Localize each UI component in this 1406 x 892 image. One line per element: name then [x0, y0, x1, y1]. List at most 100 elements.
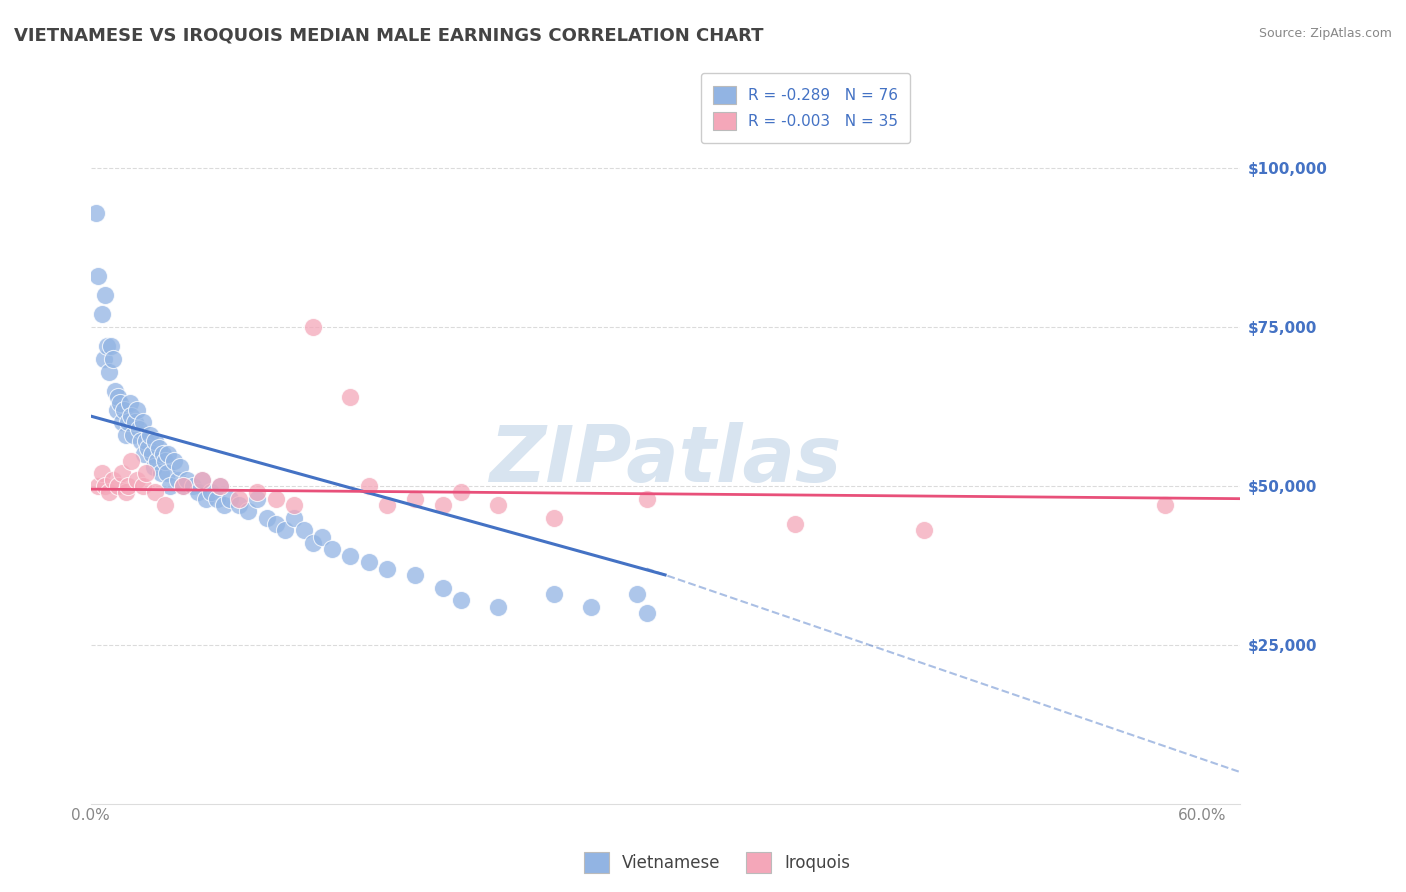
Point: [169, 459, 191, 474]
Point: [134, 447, 156, 461]
Point: [90, 307, 112, 321]
Point: [111, 416, 134, 430]
Point: [200, 485, 222, 500]
Point: [205, 491, 228, 506]
Point: [117, 416, 139, 430]
Point: [176, 473, 198, 487]
Point: [107, 390, 129, 404]
Point: [110, 396, 132, 410]
Point: [84, 206, 107, 220]
Point: [131, 479, 153, 493]
Point: [246, 485, 269, 500]
Point: [155, 467, 177, 481]
Point: [191, 473, 214, 487]
Point: [153, 453, 176, 467]
Point: [302, 536, 325, 550]
Point: [636, 491, 658, 506]
Point: [246, 491, 269, 506]
Point: [357, 555, 380, 569]
Point: [292, 524, 315, 538]
Point: [166, 473, 188, 487]
Point: [172, 479, 194, 493]
Point: [135, 467, 157, 481]
Point: [94, 479, 117, 493]
Point: [128, 422, 150, 436]
Point: [218, 491, 240, 506]
Legend: R = -0.289   N = 76, R = -0.003   N = 35: R = -0.289 N = 76, R = -0.003 N = 35: [700, 73, 910, 143]
Text: Source: ZipAtlas.com: Source: ZipAtlas.com: [1258, 27, 1392, 40]
Point: [339, 390, 361, 404]
Point: [93, 351, 115, 366]
Point: [264, 517, 287, 532]
Point: [104, 384, 127, 398]
Point: [432, 498, 454, 512]
Point: [107, 479, 129, 493]
Point: [256, 510, 278, 524]
Point: [486, 498, 509, 512]
Point: [432, 581, 454, 595]
Point: [274, 524, 297, 538]
Point: [339, 549, 361, 563]
Point: [357, 479, 380, 493]
Point: [375, 561, 398, 575]
Point: [120, 409, 142, 423]
Point: [139, 428, 162, 442]
Point: [125, 402, 148, 417]
Point: [101, 473, 124, 487]
Point: [172, 479, 194, 493]
Point: [90, 467, 112, 481]
Point: [153, 498, 176, 512]
Point: [105, 402, 128, 417]
Point: [212, 498, 235, 512]
Legend: Vietnamese, Iroquois: Vietnamese, Iroquois: [578, 846, 856, 880]
Point: [157, 447, 180, 461]
Point: [543, 587, 565, 601]
Point: [141, 447, 163, 461]
Point: [228, 491, 250, 506]
Point: [98, 365, 121, 379]
Point: [579, 599, 602, 614]
Point: [450, 593, 472, 607]
Text: ZIPatlas: ZIPatlas: [489, 422, 841, 499]
Point: [124, 416, 146, 430]
Point: [486, 599, 509, 614]
Point: [264, 491, 287, 506]
Point: [311, 530, 333, 544]
Point: [118, 396, 141, 410]
Point: [191, 473, 214, 487]
Point: [100, 339, 122, 353]
Point: [636, 606, 658, 620]
Point: [404, 568, 426, 582]
Point: [163, 453, 186, 467]
Point: [117, 479, 139, 493]
Point: [375, 498, 398, 512]
Point: [209, 479, 232, 493]
Point: [101, 351, 124, 366]
Point: [146, 453, 169, 467]
Point: [135, 434, 157, 449]
Point: [111, 467, 134, 481]
Point: [114, 485, 136, 500]
Point: [148, 441, 170, 455]
Point: [125, 473, 148, 487]
Point: [136, 441, 159, 455]
Point: [321, 542, 343, 557]
Point: [404, 491, 426, 506]
Point: [159, 479, 181, 493]
Point: [120, 453, 142, 467]
Point: [129, 434, 152, 449]
Point: [114, 428, 136, 442]
Point: [283, 510, 305, 524]
Point: [228, 498, 250, 512]
Point: [302, 320, 325, 334]
Point: [87, 269, 110, 284]
Point: [236, 504, 259, 518]
Point: [1154, 498, 1177, 512]
Point: [94, 288, 117, 302]
Point: [142, 459, 165, 474]
Point: [783, 517, 806, 532]
Point: [914, 524, 936, 538]
Point: [96, 339, 118, 353]
Point: [152, 447, 174, 461]
Point: [145, 434, 167, 449]
